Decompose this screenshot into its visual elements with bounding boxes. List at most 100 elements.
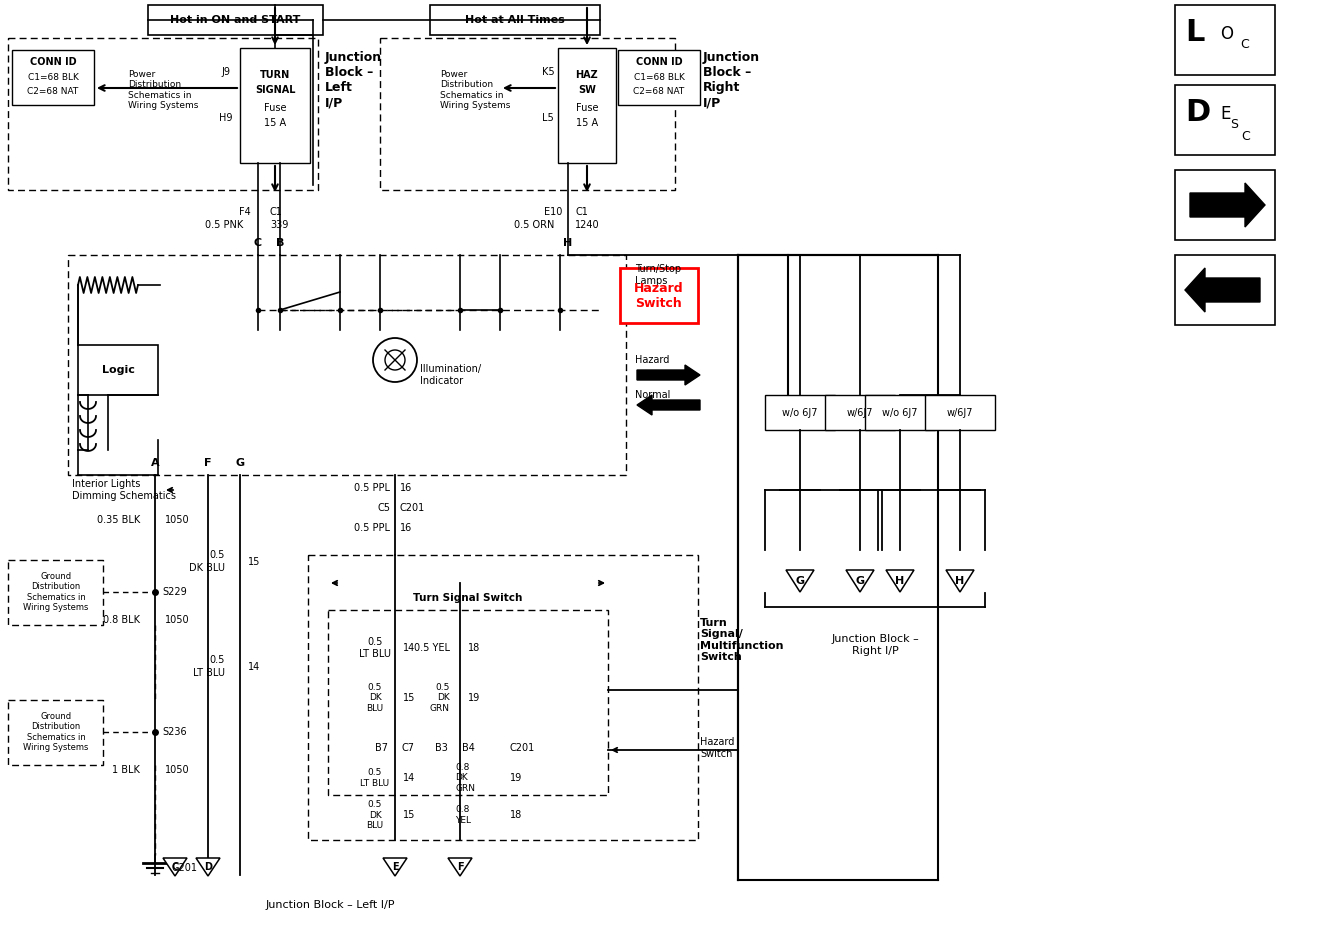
Text: Hazard
Switch: Hazard Switch xyxy=(634,282,683,310)
Text: S: S xyxy=(1230,118,1238,131)
Bar xyxy=(8,38,318,190)
Polygon shape xyxy=(886,570,914,592)
Bar xyxy=(620,268,698,323)
Text: Fuse: Fuse xyxy=(263,103,286,113)
Text: C1=68 BLK: C1=68 BLK xyxy=(634,73,685,81)
Text: S229: S229 xyxy=(162,587,187,597)
Bar xyxy=(8,700,103,765)
Text: H: H xyxy=(956,576,965,586)
Text: Fuse: Fuse xyxy=(576,103,598,113)
Text: C201: C201 xyxy=(510,743,535,753)
Text: LT BLU: LT BLU xyxy=(193,668,225,678)
Text: Junction Block – Left I/P: Junction Block – Left I/P xyxy=(265,900,395,910)
Polygon shape xyxy=(448,858,471,876)
Text: Hazard: Hazard xyxy=(636,355,670,365)
Text: C7: C7 xyxy=(402,743,414,753)
Text: 0.5
DK
BLU: 0.5 DK BLU xyxy=(367,683,384,713)
Bar xyxy=(825,395,895,430)
Text: 0.8 BLK: 0.8 BLK xyxy=(103,615,140,625)
Text: 15: 15 xyxy=(402,810,416,820)
Text: 16: 16 xyxy=(400,483,412,493)
Text: Hazard
Switch: Hazard Switch xyxy=(700,737,735,759)
Bar xyxy=(1174,85,1275,155)
Text: Power
Distribution
Schematics in
Wiring Systems: Power Distribution Schematics in Wiring … xyxy=(128,70,199,110)
Bar xyxy=(618,50,700,105)
Text: F: F xyxy=(457,862,463,872)
Text: 0.5: 0.5 xyxy=(209,550,225,560)
Text: Interior Lights
Dimming Schematics: Interior Lights Dimming Schematics xyxy=(71,479,176,500)
Text: Normal: Normal xyxy=(636,390,670,400)
Text: 1050: 1050 xyxy=(166,515,189,525)
Text: B3: B3 xyxy=(436,743,448,753)
Text: G: G xyxy=(796,576,805,586)
Text: D: D xyxy=(1185,98,1210,127)
Text: 0.5 ORN: 0.5 ORN xyxy=(514,220,553,230)
Polygon shape xyxy=(637,365,700,385)
Text: 0.5
LT BLU: 0.5 LT BLU xyxy=(359,637,391,659)
Text: 0.5 PPL: 0.5 PPL xyxy=(354,523,391,533)
Text: L: L xyxy=(1185,18,1205,47)
Bar xyxy=(308,555,698,840)
Text: H: H xyxy=(564,238,572,248)
Text: C: C xyxy=(1241,38,1249,51)
Bar xyxy=(8,560,103,625)
Text: 14: 14 xyxy=(248,662,261,672)
Text: C201: C201 xyxy=(400,503,425,513)
Text: w/o 6J7: w/o 6J7 xyxy=(882,408,918,418)
Text: C1: C1 xyxy=(575,207,588,217)
Text: K5: K5 xyxy=(542,67,555,77)
Text: 0.8
YEL: 0.8 YEL xyxy=(455,805,471,825)
Text: Turn
Signal/
Multifunction
Switch: Turn Signal/ Multifunction Switch xyxy=(700,618,784,663)
Text: Junction
Block –
Right
I/P: Junction Block – Right I/P xyxy=(703,51,760,109)
Bar xyxy=(925,395,996,430)
Polygon shape xyxy=(947,570,974,592)
Text: TURN: TURN xyxy=(260,70,290,80)
Text: CONN ID: CONN ID xyxy=(29,57,77,67)
Text: Junction Block –
Right I/P: Junction Block – Right I/P xyxy=(831,634,919,656)
Bar xyxy=(765,395,835,430)
Text: SIGNAL: SIGNAL xyxy=(254,85,295,95)
Text: 15: 15 xyxy=(402,693,416,703)
Text: C1=68 BLK: C1=68 BLK xyxy=(28,73,78,81)
Text: F4: F4 xyxy=(240,207,252,217)
Text: H9: H9 xyxy=(220,113,233,123)
Text: B7: B7 xyxy=(375,743,388,753)
Text: H: H xyxy=(895,576,904,586)
Text: S236: S236 xyxy=(162,727,187,737)
Text: O: O xyxy=(1219,25,1233,43)
Text: C: C xyxy=(1241,130,1250,143)
Text: 15 A: 15 A xyxy=(576,118,598,128)
Text: w/o 6J7: w/o 6J7 xyxy=(782,408,818,418)
Text: 0.5 PNK: 0.5 PNK xyxy=(205,220,244,230)
Text: E10: E10 xyxy=(544,207,561,217)
Text: 1050: 1050 xyxy=(166,615,189,625)
Text: C2=68 NAT: C2=68 NAT xyxy=(28,87,78,95)
Bar xyxy=(1174,5,1275,75)
Text: 0.5 PPL: 0.5 PPL xyxy=(354,483,391,493)
Text: 14: 14 xyxy=(402,773,416,783)
Text: G201: G201 xyxy=(172,863,199,873)
Text: A: A xyxy=(151,458,159,468)
Text: 0.8
DK
GRN: 0.8 DK GRN xyxy=(455,763,475,793)
Bar xyxy=(12,50,94,105)
Text: B4: B4 xyxy=(462,743,475,753)
Bar xyxy=(240,48,310,163)
Text: Logic: Logic xyxy=(102,365,135,375)
Text: C: C xyxy=(254,238,262,248)
Text: E: E xyxy=(1219,105,1230,123)
Bar xyxy=(328,610,608,795)
Text: C2=68 NAT: C2=68 NAT xyxy=(633,87,685,95)
Text: 339: 339 xyxy=(270,220,289,230)
Bar xyxy=(1174,170,1275,240)
Bar xyxy=(865,395,935,430)
Text: Ground
Distribution
Schematics in
Wiring Systems: Ground Distribution Schematics in Wiring… xyxy=(24,572,89,612)
Text: Ground
Distribution
Schematics in
Wiring Systems: Ground Distribution Schematics in Wiring… xyxy=(24,712,89,752)
Text: 16: 16 xyxy=(400,523,412,533)
Text: 1050: 1050 xyxy=(166,765,189,775)
Text: SW: SW xyxy=(579,85,596,95)
Bar xyxy=(430,5,600,35)
Text: 1240: 1240 xyxy=(575,220,600,230)
Text: L5: L5 xyxy=(542,113,553,123)
Polygon shape xyxy=(786,570,814,592)
Text: 0.35 BLK: 0.35 BLK xyxy=(97,515,140,525)
